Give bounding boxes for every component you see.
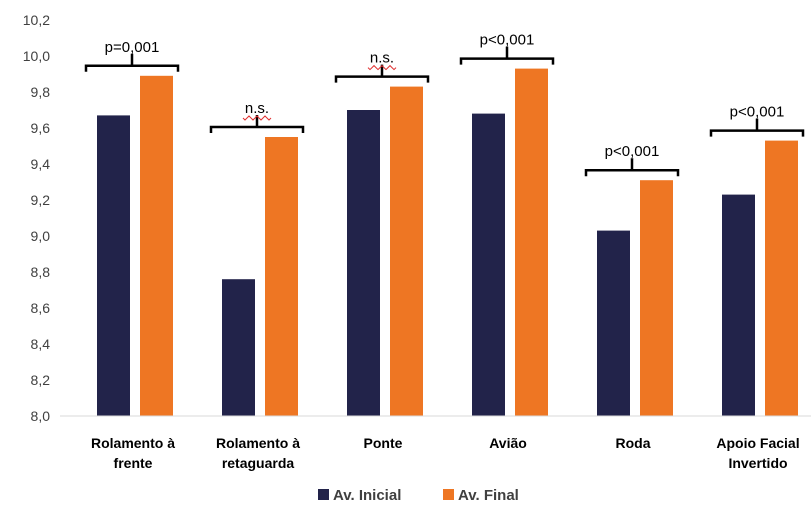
significance-bracket — [334, 64, 430, 83]
legend-swatch — [443, 489, 454, 500]
significance-label: p<0,001 — [480, 32, 535, 49]
legend-swatch — [318, 489, 329, 500]
bar-av-inicial — [347, 110, 380, 416]
y-axis: 8,0 8,2 8,4 8,6 8,8 9,0 9,2 9,4 9,6 9,8 10,0 10,2 — [23, 12, 50, 424]
y-tick-label: 9,4 — [31, 156, 51, 172]
bar-av-final — [640, 180, 673, 416]
y-tick-label: 9,6 — [31, 120, 51, 136]
significance-label: n.s. — [370, 50, 394, 67]
bar-av-inicial — [722, 194, 755, 416]
y-tick-label: 8,8 — [31, 264, 51, 280]
significance-bracket — [459, 46, 555, 65]
significance-bracket — [709, 118, 805, 137]
category-label: Apoio Facial — [716, 435, 799, 451]
legend-label: Av. Inicial — [333, 487, 401, 504]
y-tick-label: 8,2 — [31, 372, 51, 388]
category-label: Avião — [489, 435, 527, 451]
legend-label: Av. Final — [458, 487, 519, 504]
y-tick-label: 9,8 — [31, 84, 51, 100]
y-tick-label: 8,0 — [31, 408, 51, 424]
category-label: Rolamento à — [91, 435, 175, 451]
significance-label: p<0,001 — [730, 104, 785, 121]
spellcheck-underline — [242, 115, 272, 121]
bar-av-final — [765, 140, 798, 416]
significance-bracket — [584, 158, 680, 177]
category-label: Ponte — [364, 435, 403, 451]
bar-av-final — [390, 86, 423, 416]
bar-av-inicial — [472, 113, 505, 416]
significance-label: p<0,001 — [605, 143, 660, 160]
y-tick-label: 8,4 — [31, 336, 51, 352]
bar-av-inicial — [222, 279, 255, 416]
category-label: frente — [114, 455, 153, 471]
significance-label: p=0,001 — [105, 39, 160, 56]
legend: Av. Inicial Av. Final — [318, 487, 519, 504]
bar-av-final — [140, 75, 173, 417]
category-label: Roda — [616, 435, 651, 451]
bar-av-inicial — [597, 230, 630, 416]
category-label: Rolamento à — [216, 435, 300, 451]
y-tick-label: 9,0 — [31, 228, 51, 244]
bars — [97, 68, 798, 417]
bar-av-final — [265, 137, 298, 416]
significance-bracket — [84, 53, 180, 72]
x-axis-labels: Rolamento à frente Rolamento à retaguarda Po… — [91, 435, 800, 471]
bar-av-inicial — [97, 115, 130, 417]
y-tick-label: 10,0 — [23, 48, 50, 64]
y-tick-label: 9,2 — [31, 192, 51, 208]
spellcheck-underline — [367, 64, 397, 71]
bar-av-final — [515, 68, 548, 416]
significance-bracket — [209, 115, 305, 133]
significance-label: n.s. — [245, 100, 269, 117]
y-tick-label: 8,6 — [31, 300, 51, 316]
y-tick-label: 10,2 — [23, 12, 50, 28]
significance-annotations: p=0,001 n.s. n.s. p<0,001 p<0,001 p<0,001 — [84, 32, 805, 177]
category-label: retaguarda — [222, 455, 295, 471]
category-label: Invertido — [728, 455, 787, 471]
